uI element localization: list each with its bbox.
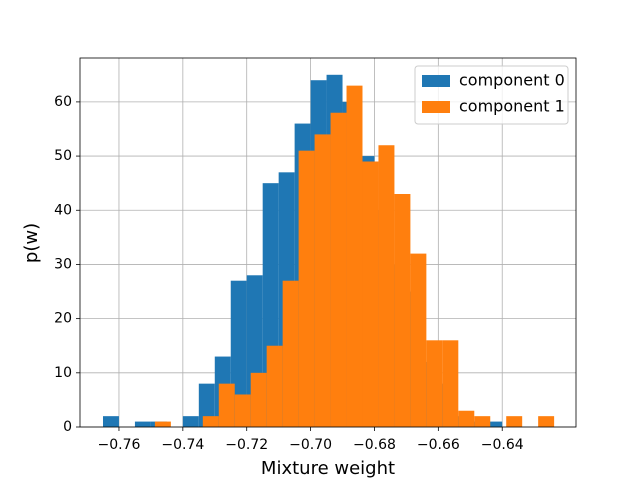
x-tick-label: −0.76 — [98, 437, 141, 453]
bar — [486, 421, 503, 427]
y-tick-label: 60 — [54, 94, 72, 110]
bar — [154, 421, 171, 427]
bar — [362, 161, 379, 427]
bar — [282, 280, 299, 427]
bar — [346, 85, 363, 427]
x-tick-label: −0.74 — [161, 437, 204, 453]
y-axis-label: p(w) — [21, 223, 42, 263]
bar — [442, 340, 459, 427]
y-tick-label: 30 — [54, 256, 72, 272]
bar — [538, 416, 555, 427]
bar — [134, 421, 151, 427]
bar — [378, 145, 395, 427]
bar — [506, 416, 523, 427]
plot-frame — [79, 57, 577, 428]
x-tick-label: −0.70 — [289, 437, 332, 453]
bar — [394, 194, 411, 427]
x-axis-label: Mixture weight — [261, 458, 395, 479]
y-tick-label: 40 — [54, 202, 72, 218]
y-tick-label: 10 — [54, 365, 72, 381]
bar — [298, 150, 315, 428]
bar — [474, 416, 491, 427]
bar — [250, 372, 267, 427]
x-tick-label: −0.72 — [225, 437, 268, 453]
y-tick-label: 20 — [54, 311, 72, 327]
bar — [218, 383, 235, 427]
legend-swatch — [422, 75, 450, 87]
bar — [426, 340, 443, 427]
bar — [314, 134, 331, 427]
x-tick-label: −0.64 — [481, 437, 524, 453]
x-tick-label: −0.68 — [353, 437, 396, 453]
bar — [230, 280, 247, 427]
x-tick-label: −0.66 — [417, 437, 460, 453]
legend-swatch — [422, 101, 450, 113]
bar — [182, 416, 199, 427]
bar — [234, 394, 251, 427]
bar — [458, 410, 475, 427]
bar — [266, 345, 283, 427]
bar — [202, 416, 219, 427]
legend-label: component 1 — [459, 97, 565, 116]
bar — [330, 112, 347, 428]
y-tick-label: 0 — [63, 419, 72, 435]
bar — [410, 253, 427, 427]
legend-box — [414, 65, 569, 125]
legend-label: component 0 — [459, 71, 565, 90]
y-tick-label: 50 — [54, 148, 72, 164]
bar — [102, 416, 119, 427]
